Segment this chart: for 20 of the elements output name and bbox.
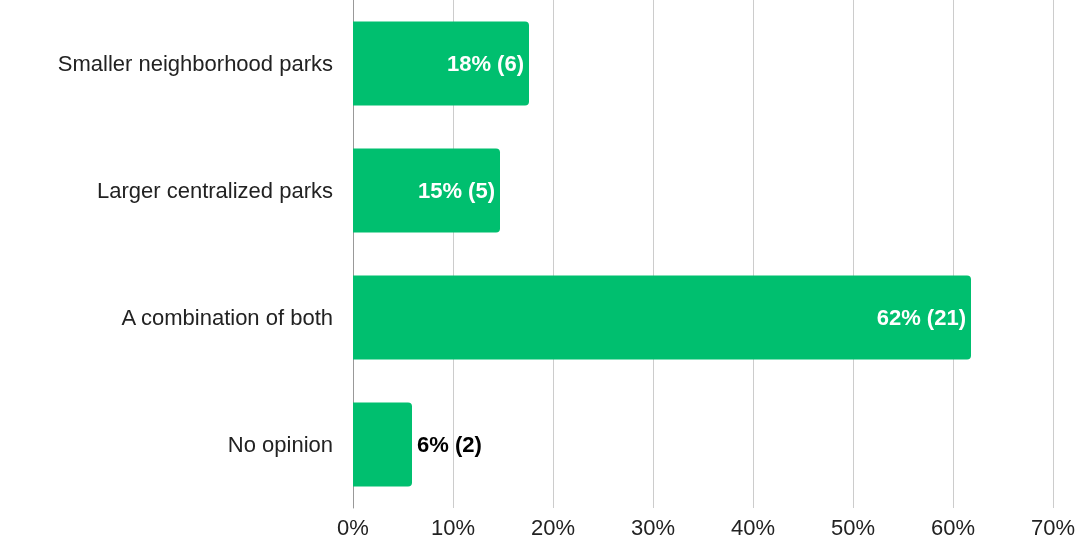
x-tick-label: 0% <box>337 514 369 540</box>
bar <box>353 21 529 106</box>
data-label: 15% (5) <box>417 178 495 203</box>
y-tick-label: A combination of both <box>121 305 333 330</box>
y-tick-label: No opinion <box>227 432 333 457</box>
x-tick-label: 40% <box>730 514 776 540</box>
x-tick-label: 10% <box>430 514 476 540</box>
bar <box>353 148 500 233</box>
x-tick-label: 60% <box>930 514 976 540</box>
x-tick-label: 30% <box>630 514 676 540</box>
y-tick-label: Smaller neighborhood parks <box>57 51 333 76</box>
x-tick-label: 70% <box>1030 514 1076 540</box>
bar <box>353 275 971 360</box>
y-tick-label: Larger centralized parks <box>96 178 333 203</box>
x-tick-label: 20% <box>530 514 576 540</box>
data-label: 18% (6) <box>446 51 524 76</box>
data-label: 62% (21) <box>876 305 966 330</box>
x-tick-label: 50% <box>830 514 876 540</box>
bar <box>353 402 412 487</box>
data-label: 6% (2) <box>417 432 482 457</box>
